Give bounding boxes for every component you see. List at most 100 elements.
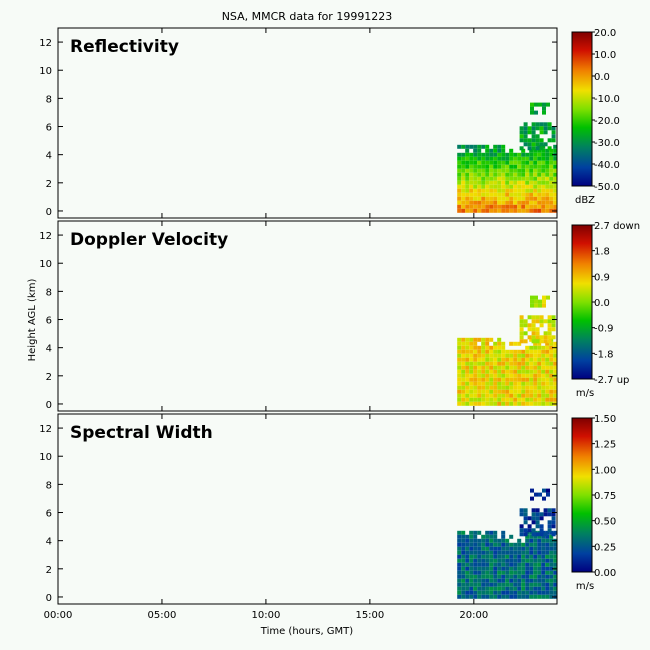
radar-cell [549,554,554,559]
radar-cell [457,542,462,547]
radar-cell [489,574,494,579]
radar-cell [525,534,530,539]
radar-cell [465,590,470,595]
radar-cell [481,542,486,547]
radar-cell [537,148,542,153]
radar-cell [533,204,538,209]
radar-cell [539,339,544,344]
radar-cell [485,393,490,398]
radar-cell [497,160,502,165]
radar-cell [505,192,510,197]
radar-cell [481,196,486,201]
radar-cell [546,295,550,300]
radar-cell [501,570,506,575]
radar-cell [537,192,542,197]
radar-cell [485,144,490,149]
radar-cell [481,184,486,189]
radar-cell [505,373,510,378]
radar-cell [469,196,474,201]
radar-cell [529,538,534,543]
radar-cell [549,196,554,201]
radar-cell [485,365,490,370]
radar-cell [537,562,542,567]
radar-cell [457,184,462,189]
radar-cell [531,146,536,151]
radar-cell [505,574,510,579]
radar-cell [477,208,482,213]
radar-cell [505,558,510,563]
radar-cell [509,361,514,366]
radar-cell [469,385,474,390]
radar-cell [529,530,534,535]
radar-cell [541,554,546,559]
radar-cell [477,357,482,362]
radar-cell [525,574,530,579]
radar-cell [477,377,482,382]
radar-cell [523,512,528,517]
radar-cell [457,389,462,394]
radar-cell [529,550,534,555]
radar-cell [465,570,470,575]
radar-cell [545,160,550,165]
radar-cell [481,558,486,563]
radar-cell [549,562,554,567]
radar-cell [505,180,510,185]
colorbar-tick-label: -30.0 [594,138,620,149]
radar-cell [525,542,530,547]
radar-cell [497,176,502,181]
radar-cell [541,590,546,595]
radar-cell [465,200,470,205]
radar-cell [529,554,534,559]
radar-cell [538,303,542,308]
radar-cell [525,200,530,205]
radar-cell [537,180,542,185]
radar-cell [485,196,490,201]
radar-cell [513,188,518,193]
radar-cell [537,345,542,350]
radar-cell [481,401,486,406]
radar-cell [477,393,482,398]
radar-cell [537,184,542,189]
radar-cell [534,102,538,107]
radar-cell [465,546,470,551]
radar-cell [529,188,534,193]
colorbar-tick-label: 2.7 down [594,221,640,232]
colorbar-tick-label: 0.25 [594,542,616,553]
cloud-region-3 [530,488,550,501]
radar-cell [493,377,498,382]
radar-cell [465,385,470,390]
radar-cell [509,377,514,382]
radar-cell [537,357,542,362]
radar-cell [542,303,546,308]
radar-cell [531,138,536,143]
radar-cell [477,546,482,551]
radar-cell [509,353,514,358]
radar-cell [457,582,462,587]
radar-cell [457,337,462,342]
radar-cell [533,558,538,563]
radar-cell [539,524,544,529]
radar-cell [485,538,490,543]
radar-cell [530,303,534,308]
radar-cell [519,532,524,537]
colorbar-tick-label: 1.25 [594,440,616,451]
radar-cell [547,520,552,525]
radar-cell [485,582,490,587]
radar-cell [513,550,518,555]
radar-cell [477,554,482,559]
radar-cell [485,566,490,571]
radar-cell [517,188,522,193]
radar-cell [537,389,542,394]
radar-cell [493,381,498,386]
radar-cell [493,160,498,165]
radar-cell [539,512,544,517]
radar-cell [513,164,518,169]
radar-cell [539,516,544,521]
radar-cell [493,562,498,567]
radar-cell [469,156,474,161]
radar-cell [505,160,510,165]
radar-cell [469,542,474,547]
radar-cell [545,200,550,205]
radar-cell [545,562,550,567]
radar-cell [465,365,470,370]
